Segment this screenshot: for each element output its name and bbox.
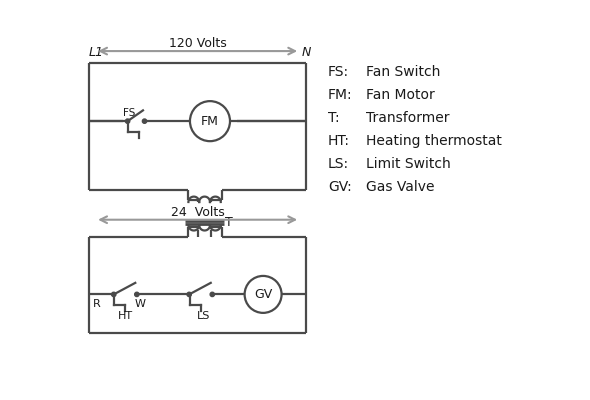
Text: Fan Switch: Fan Switch — [366, 65, 441, 79]
Text: R: R — [93, 299, 101, 309]
Text: GV:: GV: — [328, 180, 352, 194]
Text: L1: L1 — [89, 46, 104, 59]
Circle shape — [187, 292, 191, 296]
Text: Gas Valve: Gas Valve — [366, 180, 435, 194]
Circle shape — [210, 292, 214, 296]
Text: Fan Motor: Fan Motor — [366, 88, 435, 102]
Text: 24  Volts: 24 Volts — [171, 206, 225, 219]
Text: T: T — [225, 216, 233, 229]
Circle shape — [135, 292, 139, 296]
Text: LS: LS — [197, 311, 211, 321]
Text: Limit Switch: Limit Switch — [366, 157, 451, 171]
Text: Heating thermostat: Heating thermostat — [366, 134, 502, 148]
Text: FM: FM — [201, 115, 219, 128]
Text: T:: T: — [328, 111, 339, 125]
Text: 120 Volts: 120 Volts — [169, 37, 227, 50]
Text: W: W — [135, 299, 145, 309]
Text: HT: HT — [118, 311, 133, 321]
Text: N: N — [301, 46, 311, 59]
Text: Transformer: Transformer — [366, 111, 450, 125]
Text: HT:: HT: — [328, 134, 350, 148]
Circle shape — [142, 119, 147, 123]
Text: FS:: FS: — [328, 65, 349, 79]
Text: FS: FS — [123, 108, 135, 118]
Circle shape — [112, 292, 116, 296]
Circle shape — [126, 119, 130, 123]
Text: LS:: LS: — [328, 157, 349, 171]
Text: GV: GV — [254, 288, 272, 301]
Text: FM:: FM: — [328, 88, 352, 102]
